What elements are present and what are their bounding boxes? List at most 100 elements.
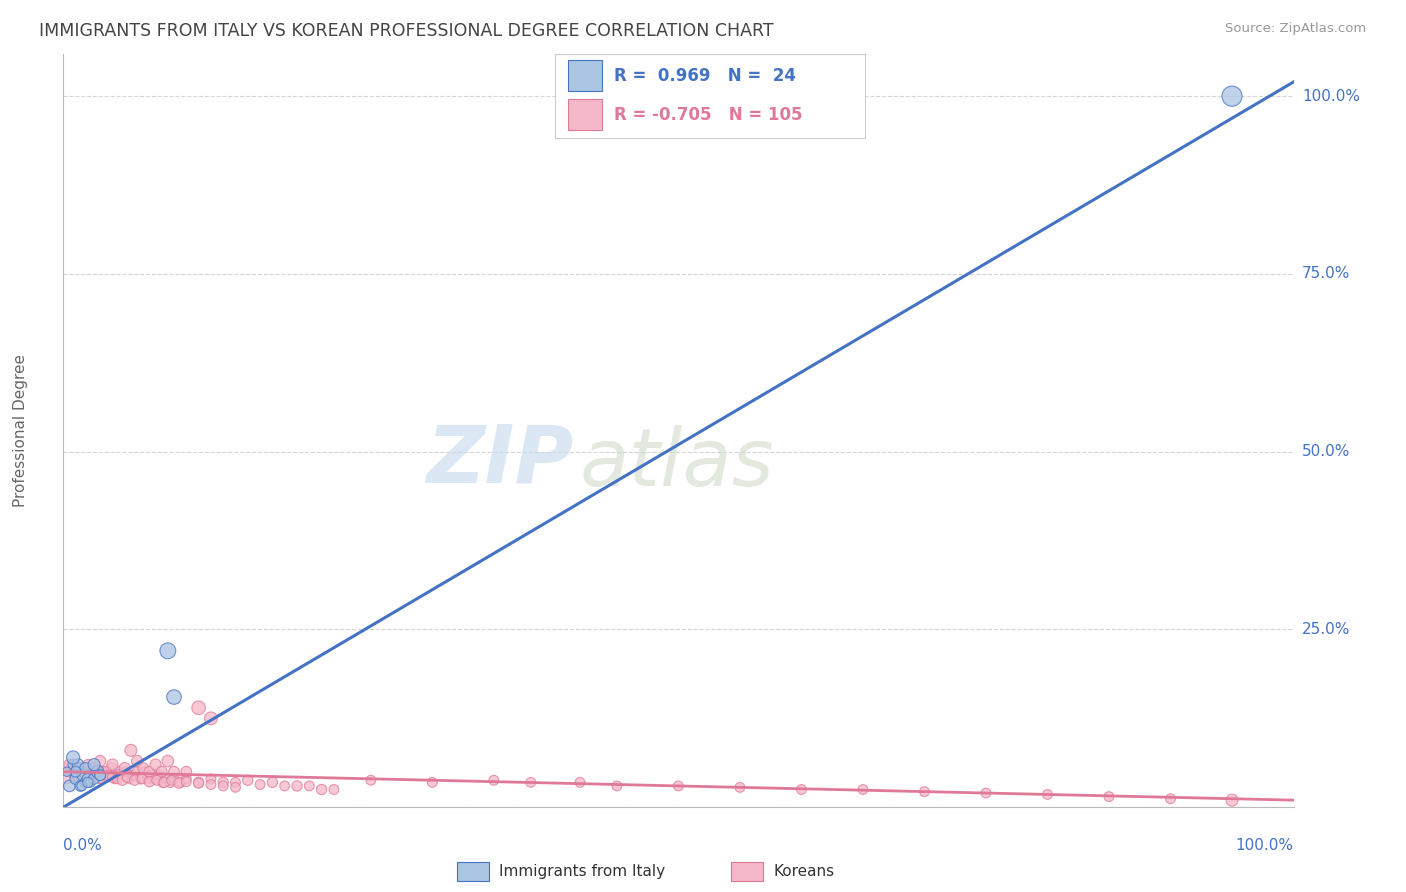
Point xyxy=(63,757,86,772)
Point xyxy=(58,757,80,772)
Point xyxy=(67,757,90,772)
Point xyxy=(89,754,111,768)
Point xyxy=(76,772,98,786)
Point xyxy=(262,775,284,789)
Point xyxy=(200,711,222,725)
Point xyxy=(70,779,93,793)
Point xyxy=(72,764,94,779)
Text: Professional Degree: Professional Degree xyxy=(13,354,28,507)
Point xyxy=(187,700,209,714)
Text: 25.0%: 25.0% xyxy=(1302,622,1350,637)
Point xyxy=(86,761,108,775)
Point xyxy=(101,757,124,772)
Point xyxy=(132,761,155,775)
Point xyxy=(146,773,169,788)
Point xyxy=(115,764,138,779)
Point xyxy=(141,768,163,782)
Point xyxy=(212,779,235,793)
Point xyxy=(118,772,141,786)
Point xyxy=(96,764,118,779)
Point xyxy=(225,775,247,789)
Point xyxy=(62,757,84,772)
Point xyxy=(156,644,179,658)
Point xyxy=(115,771,138,785)
Point xyxy=(163,772,186,786)
Point xyxy=(155,772,177,786)
Point xyxy=(111,773,134,788)
Point xyxy=(153,775,176,789)
Point xyxy=(107,764,129,779)
Point xyxy=(127,764,148,779)
Point xyxy=(1098,789,1121,804)
Point xyxy=(62,750,84,764)
Point xyxy=(152,775,174,789)
Point xyxy=(422,775,444,789)
Point xyxy=(131,772,153,786)
Point xyxy=(56,764,79,779)
Point xyxy=(790,782,813,797)
Point xyxy=(174,774,197,789)
Point xyxy=(101,771,124,785)
Point xyxy=(148,768,170,782)
Point xyxy=(107,768,129,782)
Text: R = -0.705   N = 105: R = -0.705 N = 105 xyxy=(614,105,803,123)
Point xyxy=(159,775,181,789)
Point xyxy=(107,772,129,786)
Point xyxy=(174,772,197,786)
Point xyxy=(82,771,104,785)
Point xyxy=(89,772,111,786)
Point xyxy=(285,779,308,793)
Point xyxy=(82,768,104,782)
Point xyxy=(138,774,160,789)
Point xyxy=(200,772,222,786)
Point xyxy=(75,775,97,789)
Point xyxy=(225,780,247,795)
Bar xyxy=(568,61,602,91)
Text: 75.0%: 75.0% xyxy=(1302,267,1350,282)
Text: 0.0%: 0.0% xyxy=(63,838,103,853)
Point xyxy=(1036,788,1059,802)
Point xyxy=(58,779,80,793)
Point xyxy=(75,761,97,775)
Text: atlas: atlas xyxy=(579,425,775,503)
Point xyxy=(163,764,186,779)
Point xyxy=(87,764,110,779)
Point xyxy=(65,761,87,775)
Point xyxy=(111,768,134,782)
Point xyxy=(72,768,94,782)
Point xyxy=(606,779,628,793)
Point xyxy=(65,764,87,779)
Point xyxy=(56,772,79,786)
Point xyxy=(96,768,118,782)
Point xyxy=(160,773,183,788)
Point xyxy=(104,772,127,786)
Point xyxy=(482,773,505,788)
Point xyxy=(96,768,118,782)
Point xyxy=(1220,89,1243,103)
Point xyxy=(87,766,110,780)
Point xyxy=(914,784,936,798)
Point xyxy=(91,772,114,786)
Text: 50.0%: 50.0% xyxy=(1302,444,1350,459)
Text: R =  0.969   N =  24: R = 0.969 N = 24 xyxy=(614,67,796,85)
Point xyxy=(1160,791,1182,805)
Point xyxy=(145,772,167,786)
Point xyxy=(62,766,84,780)
Point xyxy=(69,779,91,793)
Point xyxy=(974,786,997,800)
Point xyxy=(273,779,295,793)
Point xyxy=(83,757,105,772)
Point xyxy=(212,775,235,789)
Point xyxy=(852,782,875,797)
Point xyxy=(67,761,90,775)
Text: Immigrants from Italy: Immigrants from Italy xyxy=(499,864,665,879)
Point xyxy=(134,764,156,779)
Point xyxy=(145,757,167,772)
Point xyxy=(89,768,111,782)
Point xyxy=(89,768,111,782)
Point xyxy=(187,776,209,790)
Text: IMMIGRANTS FROM ITALY VS KOREAN PROFESSIONAL DEGREE CORRELATION CHART: IMMIGRANTS FROM ITALY VS KOREAN PROFESSI… xyxy=(39,22,773,40)
Text: 100.0%: 100.0% xyxy=(1236,838,1294,853)
Point xyxy=(666,779,689,793)
Point xyxy=(249,777,271,791)
